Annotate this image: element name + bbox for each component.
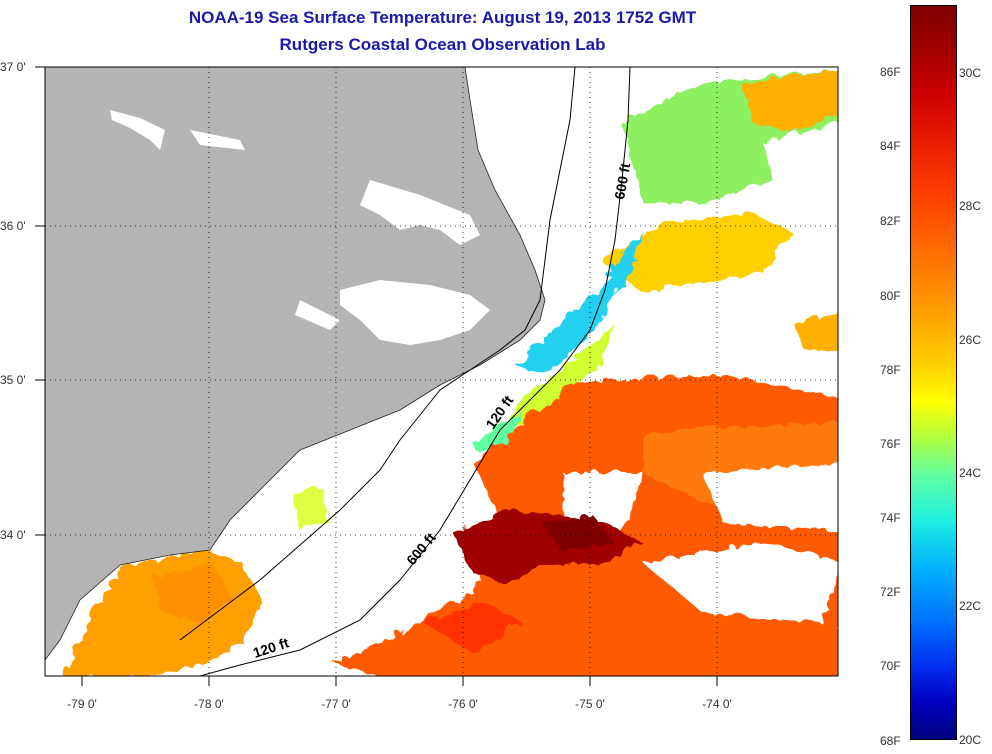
colorbar-f-80: 80F (880, 289, 901, 303)
colorbar-f-82: 82F (880, 214, 901, 228)
map-subtitle: Rutgers Coastal Ocean Observation Lab (279, 35, 606, 54)
lat-label-37: 37 0' (0, 60, 26, 74)
colorbar-f-76: 76F (880, 437, 901, 451)
colorbar-f-68: 68F (880, 734, 901, 748)
colorbar-f-84: 84F (880, 139, 901, 153)
lon-label-79: -79 0' (67, 697, 97, 711)
colorbar-c-22: 22C (959, 599, 982, 613)
graticule (45, 67, 838, 676)
lon-label-77: -77 0' (321, 697, 351, 711)
contour-label-600-north: 600 ft (611, 161, 633, 200)
colorbar-f-72: 72F (880, 585, 901, 599)
colorbar-f-70: 70F (880, 659, 901, 673)
lon-label-76: -76 0' (448, 697, 478, 711)
lat-label-34: 34 0' (0, 528, 26, 542)
lon-label-75: -75 0' (575, 697, 605, 711)
lon-label-78: -78 0' (194, 697, 224, 711)
colorbar-c-24: 24C (959, 466, 982, 480)
lat-label-36: 36 0' (0, 219, 26, 233)
axis-ticks (35, 66, 718, 686)
colorbar-f-78: 78F (880, 363, 901, 377)
colorbar-c-28: 28C (959, 199, 982, 213)
colorbar-c-26: 26C (959, 333, 982, 347)
map-title: NOAA-19 Sea Surface Temperature: August … (188, 8, 697, 27)
colorbar-c-30: 30C (959, 66, 982, 80)
temperature-colorbar (910, 5, 957, 740)
colorbar-c-20: 20C (959, 733, 982, 747)
lon-label-74: -74 0' (702, 697, 732, 711)
lat-label-35: 35 0' (0, 373, 26, 387)
inland-water (110, 110, 490, 345)
sst-field (60, 67, 838, 676)
map-frame (44, 66, 839, 677)
colorbar-f-74: 74F (880, 511, 901, 525)
colorbar-f-86: 86F (880, 65, 901, 79)
